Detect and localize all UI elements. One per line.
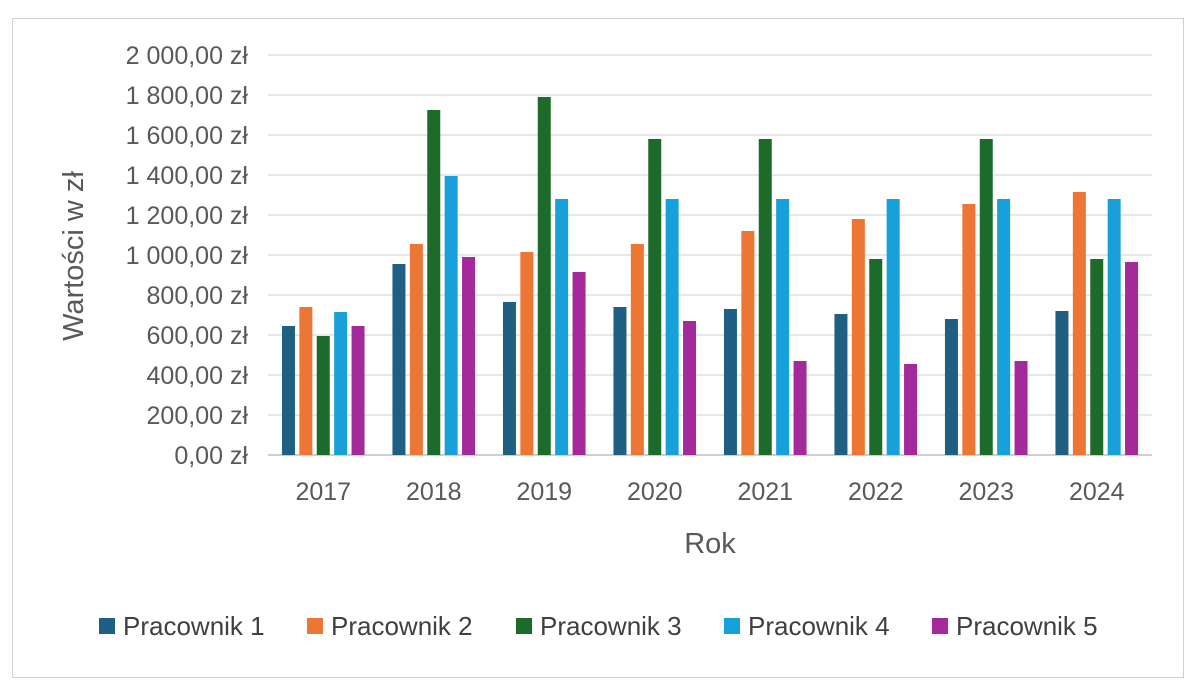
bar — [944, 319, 958, 455]
bar — [351, 326, 365, 455]
bar — [1090, 259, 1104, 455]
bar — [537, 97, 551, 455]
x-tick-label: 2019 — [516, 478, 572, 506]
bar — [1107, 199, 1121, 455]
bar — [444, 176, 458, 455]
y-tick-label: 400,00 zł — [147, 362, 249, 390]
y-tick-label: 0,00 zł — [174, 442, 248, 470]
x-tick-label: 2024 — [1069, 478, 1125, 506]
x-axis-title: Rok — [684, 528, 736, 560]
y-tick-label: 200,00 zł — [147, 402, 249, 430]
bar — [683, 321, 697, 455]
y-tick-label: 1 400,00 zł — [126, 162, 249, 190]
y-tick-label: 1 800,00 zł — [126, 82, 249, 110]
bar — [1072, 192, 1086, 455]
bar — [520, 252, 534, 455]
bar — [665, 199, 679, 455]
legend-swatch — [99, 618, 115, 634]
bar — [1125, 262, 1139, 455]
bar — [851, 219, 865, 455]
bar — [409, 244, 423, 455]
bar — [299, 307, 313, 455]
bar — [834, 314, 848, 455]
bar — [572, 272, 586, 455]
bar — [869, 259, 883, 455]
y-tick-label: 800,00 zł — [147, 282, 249, 310]
legend-swatch — [932, 618, 948, 634]
legend: Pracownik 1 Pracownik 2 Pracownik 3 Pracown… — [99, 611, 1098, 641]
x-axis-ticks: 2017 2018 2019 2020 2021 2022 2023 2024 — [295, 478, 1124, 506]
bar — [281, 326, 295, 455]
bar — [427, 110, 441, 455]
legend-label: Pracownik 1 — [123, 611, 265, 641]
bar — [741, 231, 755, 455]
x-tick-label: 2018 — [406, 478, 462, 506]
x-tick-label: 2023 — [958, 478, 1014, 506]
y-tick-label: 1 200,00 zł — [126, 202, 249, 230]
bar — [758, 139, 772, 455]
legend-label: Pracownik 4 — [748, 611, 890, 641]
legend-swatch — [307, 618, 323, 634]
legend-label: Pracownik 5 — [956, 611, 1098, 641]
bar — [997, 199, 1011, 455]
bar — [886, 199, 900, 455]
legend-swatch — [724, 618, 740, 634]
y-tick-label: 1 000,00 zł — [126, 242, 249, 270]
bar — [979, 139, 993, 455]
y-axis-title: Wartości w zł — [58, 171, 90, 341]
y-tick-label: 2 000,00 zł — [126, 42, 249, 70]
x-tick-label: 2017 — [295, 478, 351, 506]
bar — [723, 309, 737, 455]
bar — [392, 264, 406, 455]
bar — [648, 139, 662, 455]
bar — [316, 336, 330, 455]
x-tick-label: 2022 — [848, 478, 904, 506]
legend-label: Pracownik 2 — [331, 611, 473, 641]
bar — [630, 244, 644, 455]
legend-swatch — [516, 618, 532, 634]
bar — [334, 312, 348, 455]
y-tick-label: 600,00 zł — [147, 322, 249, 350]
bar — [793, 361, 807, 455]
bar — [776, 199, 790, 455]
bar — [462, 257, 476, 455]
bars — [281, 97, 1139, 455]
x-tick-label: 2021 — [737, 478, 793, 506]
bar — [962, 204, 976, 455]
bar — [502, 302, 516, 455]
y-axis-ticks: 0,00 zł 200,00 zł 400,00 zł 600,00 zł 800,00… — [126, 42, 249, 470]
bar — [1055, 311, 1069, 455]
bar — [613, 307, 627, 455]
x-tick-label: 2020 — [627, 478, 683, 506]
bar — [1014, 361, 1028, 455]
legend-label: Pracownik 3 — [540, 611, 682, 641]
y-tick-label: 1 600,00 zł — [126, 122, 249, 150]
bar — [904, 364, 918, 455]
bar — [555, 199, 569, 455]
